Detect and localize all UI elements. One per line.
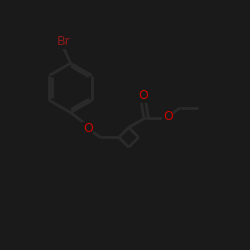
Text: Br: Br [57,35,71,48]
Text: O: O [138,89,148,102]
Text: O: O [83,122,93,135]
Text: O: O [163,110,173,123]
